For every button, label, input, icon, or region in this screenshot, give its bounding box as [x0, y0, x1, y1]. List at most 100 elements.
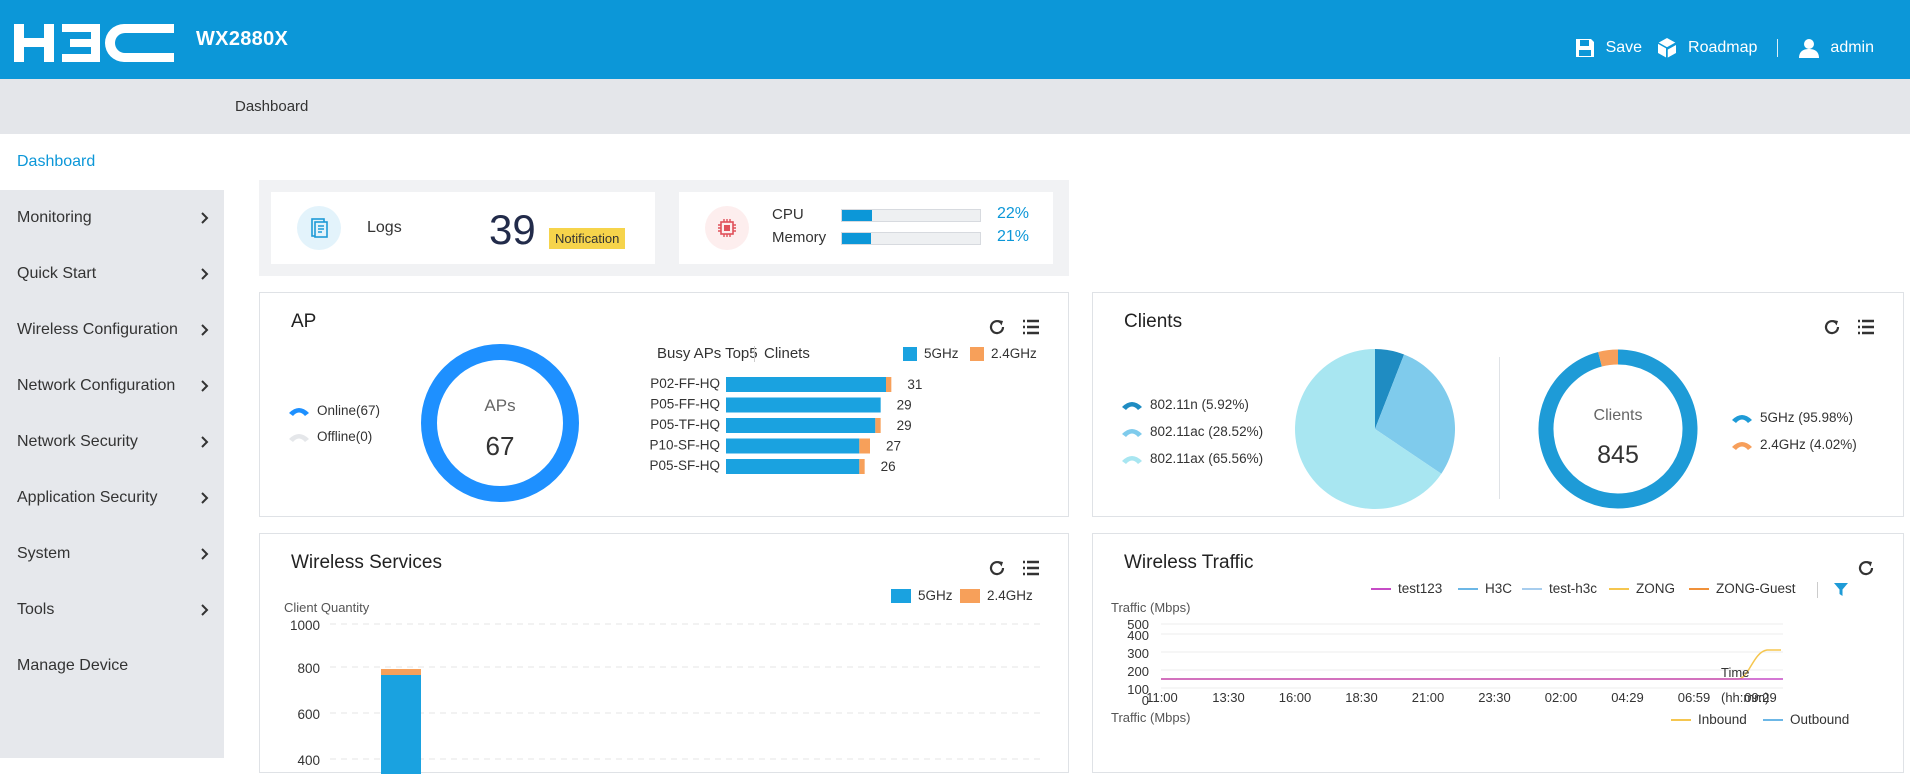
chevron-right-icon — [201, 380, 209, 392]
filter-icon[interactable] — [1833, 582, 1849, 598]
ap-ring — [421, 344, 579, 502]
legend-swatch — [1671, 718, 1691, 721]
memory-percent: 21% — [997, 228, 1030, 245]
ring-segment — [1538, 349, 1698, 509]
traffic-y-ticks: 500 400 300 200 100 0 — [1109, 617, 1149, 707]
sidebar-item-monitoring[interactable]: Monitoring — [0, 190, 224, 246]
refresh-icon[interactable] — [987, 317, 1007, 337]
bar-5ghz — [726, 418, 876, 433]
notification-badge: Notification — [549, 228, 626, 249]
sidebar-item-label: Network Configuration — [17, 377, 176, 394]
pie-slice — [1375, 354, 1455, 474]
legend-label: 802.11n (5.92%) — [1150, 397, 1249, 412]
sidebar-item-label: System — [17, 545, 71, 562]
legend-label: 802.11ac (28.52%) — [1150, 424, 1264, 439]
legend-zong-guest: ZONG-Guest — [1689, 581, 1796, 596]
series-line-zong — [1161, 649, 1781, 680]
list-icon[interactable] — [1856, 317, 1876, 337]
legend-label: 5GHz — [918, 588, 953, 603]
busy-aps-bar-chart: AP02-FF-HQ 31 AP05-FF-HQ 29 AP05-TF-HQ 29 AP10… — [650, 376, 922, 474]
user-menu[interactable]: admin — [1798, 37, 1874, 59]
sidebar-item-label: Tools — [17, 601, 55, 618]
sidebar-item-application-security[interactable]: Application Security — [0, 470, 224, 526]
services-y-axis-label: Client Quantity — [284, 600, 370, 615]
bar-2-4ghz — [859, 459, 865, 474]
ap-panel-title: AP — [291, 311, 317, 332]
refresh-icon[interactable] — [1822, 317, 1842, 337]
x-tick: 23:30 — [1478, 690, 1511, 705]
sidebar-item-label: Network Security — [17, 433, 138, 450]
legend-802-11ac: 802.11ac (28.52%) — [1121, 424, 1263, 439]
memory-bar — [841, 232, 981, 245]
breadcrumb: Dashboard — [235, 98, 309, 115]
y-tick: 500 — [1127, 617, 1149, 632]
legend-5ghz: 5GHz — [891, 588, 953, 603]
ap-name-label: AP05-TF-HQ — [650, 417, 720, 432]
sidebar-item-system[interactable]: System — [0, 526, 224, 582]
sidebar-item-dashboard[interactable]: Dashboard — [0, 134, 224, 190]
clients-ring-value: 845 — [1597, 441, 1639, 469]
x-tick: 06:59 — [1677, 690, 1711, 705]
breadcrumb-bar: Dashboard — [0, 79, 1910, 134]
wifi-icon — [1732, 414, 1752, 423]
chevron-right-icon — [201, 324, 209, 336]
sidebar-item-network-security[interactable]: Network Security — [0, 414, 224, 470]
sidebar-item-tools[interactable]: Tools — [0, 582, 224, 638]
wifi-icon — [1122, 401, 1142, 410]
cpu-memory-card: CPU 22% Memory 21% — [679, 192, 1053, 264]
wireless-traffic-title: Wireless Traffic — [1124, 552, 1254, 573]
legend-swatch — [960, 588, 980, 603]
roadmap-cube-icon — [1657, 38, 1677, 58]
toolbar-divider — [1777, 39, 1779, 57]
legend-802-11n: 802.11n (5.92%) — [1121, 397, 1249, 412]
legend-swatch — [903, 346, 917, 361]
time-axis-label: Time — [1721, 665, 1750, 680]
legend-zong: ZONG — [1609, 581, 1675, 596]
x-tick: 02:00 — [1544, 690, 1578, 705]
chevron-right-icon — [201, 436, 209, 448]
x-tick: 21:00 — [1411, 690, 1445, 705]
wifi-icon — [1122, 455, 1142, 464]
logs-card[interactable]: Logs 39 Notification — [271, 192, 655, 264]
list-icon[interactable] — [1021, 558, 1041, 578]
ap-ring-value: 67 — [485, 431, 515, 461]
sidebar-item-wireless-configuration[interactable]: Wireless Configuration — [0, 302, 224, 358]
legend-online: Online(67) — [288, 403, 380, 418]
legend-2-4ghz: 2.4GHz — [960, 588, 1033, 603]
busy-aps-subtitle: Clinets — [764, 345, 810, 362]
sidebar-item-network-configuration[interactable]: Network Configuration — [0, 358, 224, 414]
legend-swatch — [1458, 587, 1478, 590]
clients-divider — [1499, 357, 1500, 499]
ap-client-count: 29 — [897, 398, 912, 413]
sidebar-item-manage-device[interactable]: Manage Device — [0, 638, 224, 694]
sidebar-item-quick-start[interactable]: Quick Start — [0, 246, 224, 302]
y-tick: 1000 — [289, 618, 320, 633]
clients-panel: Clients 802.11n (5.92%) 802.11ac (28.52%… — [1092, 292, 1904, 517]
cpu-bar-fill — [842, 210, 873, 221]
legend-2-4ghz: 2.4GHz — [970, 346, 1037, 361]
refresh-icon[interactable] — [987, 558, 1007, 578]
wireless-services-panel: Wireless Services 5GHz 2.4GHz Client Qua… — [259, 533, 1069, 774]
device-model: WX2880X — [196, 28, 289, 50]
user-name: admin — [1830, 39, 1874, 56]
h3c-logo — [14, 24, 174, 62]
x-tick: 04:29 — [1611, 690, 1644, 705]
save-button[interactable]: Save — [1574, 37, 1642, 59]
ap-name-label: AP05-SF-HQ — [650, 458, 720, 473]
ap-client-count: 29 — [897, 418, 912, 433]
legend-swatch — [1522, 587, 1542, 590]
wireless-traffic-panel: Wireless Traffic test123 H3C test-h3c ZO… — [1092, 533, 1904, 773]
top-bar: WX2880X Save Roadmap admin — [0, 0, 1910, 79]
clients-panel-title: Clients — [1124, 311, 1183, 332]
bar-2-4ghz — [381, 669, 421, 675]
legend-2-4ghz-clients: 2.4GHz (4.02%) — [1731, 437, 1857, 452]
clients-ring-title: Clients — [1593, 407, 1643, 424]
legend-inbound: Inbound — [1671, 712, 1747, 727]
refresh-icon[interactable] — [1856, 558, 1876, 578]
busy-title-divider — [754, 346, 755, 362]
roadmap-button[interactable]: Roadmap — [1656, 37, 1757, 59]
legend-label: 2.4GHz (4.02%) — [1760, 437, 1857, 452]
legend-h3c: H3C — [1458, 581, 1512, 596]
bar-2-4ghz — [886, 377, 892, 392]
list-icon[interactable] — [1021, 317, 1041, 337]
